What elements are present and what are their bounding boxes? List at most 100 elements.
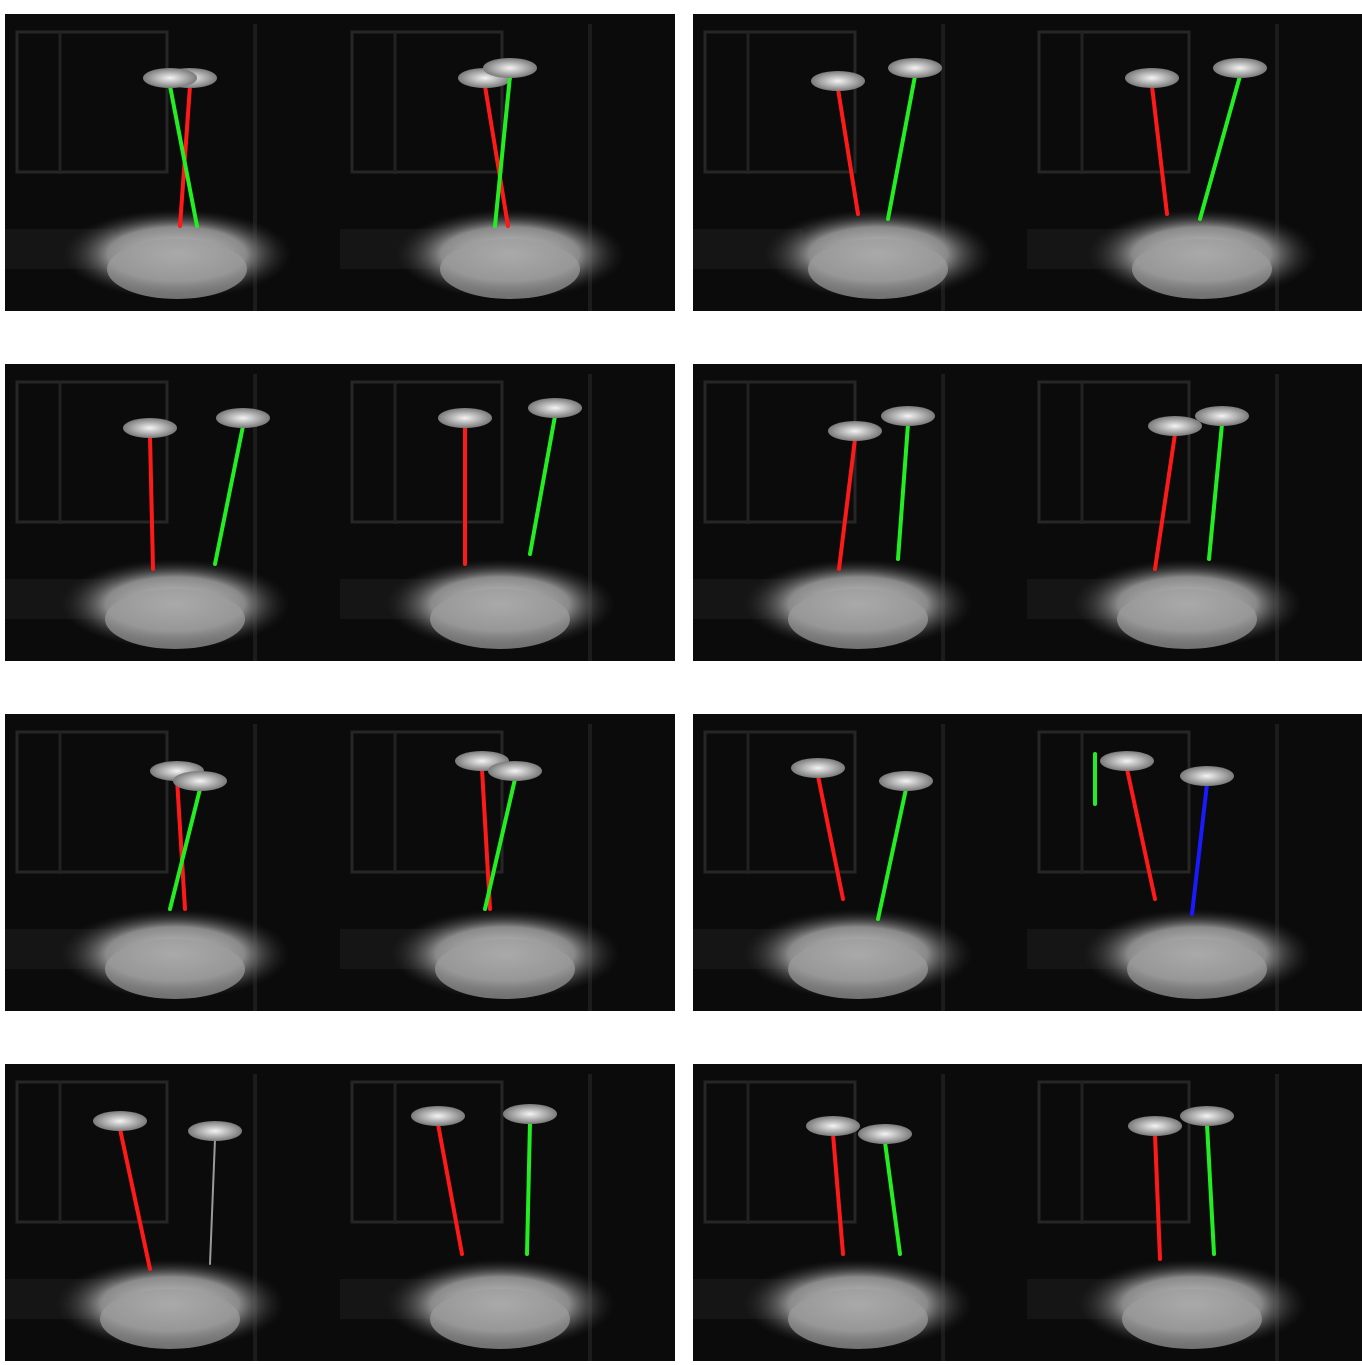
foliage — [788, 589, 928, 649]
foliage — [1117, 589, 1257, 649]
photo-panel — [693, 1064, 1028, 1361]
stem-annotation — [837, 437, 857, 571]
window-frame — [15, 30, 169, 174]
foliage — [430, 1289, 570, 1349]
flower — [528, 398, 582, 418]
foliage — [100, 1289, 240, 1349]
photo-panel — [1027, 14, 1362, 311]
flower — [438, 408, 492, 428]
stem-annotation — [886, 74, 917, 221]
photo-panel — [5, 714, 340, 1011]
flower — [1180, 1106, 1234, 1126]
stem-annotation — [168, 787, 202, 911]
window-frame — [350, 1080, 504, 1224]
flower — [828, 421, 882, 441]
flower — [1128, 1116, 1182, 1136]
photo-panel — [1027, 714, 1362, 1011]
flower — [1148, 416, 1202, 436]
flower — [411, 1106, 465, 1126]
flower — [888, 58, 942, 78]
stem-annotation — [1198, 74, 1242, 221]
foliage — [788, 1289, 928, 1349]
stem-annotation — [118, 1127, 152, 1271]
photo-panel — [693, 714, 1028, 1011]
foliage — [435, 939, 575, 999]
stem-annotation — [883, 1140, 902, 1256]
stem-annotation — [483, 84, 510, 228]
stem-annotation — [213, 424, 245, 566]
foliage — [1132, 239, 1272, 299]
window-frame — [1037, 1080, 1191, 1224]
stem-annotation — [493, 74, 512, 228]
photo-panel — [340, 14, 675, 311]
stem-annotation — [1153, 1132, 1162, 1261]
window-frame — [15, 380, 169, 524]
flower — [173, 771, 227, 791]
stem-annotation — [483, 777, 517, 911]
flower — [488, 761, 542, 781]
window-frame — [1037, 730, 1191, 874]
stem-annotation — [1125, 767, 1157, 901]
stem-annotation — [876, 787, 908, 921]
window-frame — [15, 730, 169, 874]
foliage — [105, 589, 245, 649]
foliage — [808, 239, 948, 299]
photo-panel — [1027, 364, 1362, 661]
flower — [1195, 406, 1249, 426]
flower — [806, 1116, 860, 1136]
foliage — [1127, 939, 1267, 999]
photo-panel — [340, 364, 675, 661]
stem-annotation — [168, 84, 199, 228]
flower — [879, 771, 933, 791]
stem-annotation — [816, 774, 845, 901]
stem-annotation — [1190, 782, 1209, 916]
flower — [811, 71, 865, 91]
window-frame — [703, 1080, 857, 1224]
window-frame — [1037, 380, 1191, 524]
stem-annotation — [1150, 84, 1169, 216]
flower — [1125, 68, 1179, 88]
foliage — [107, 239, 247, 299]
stem-annotation — [896, 422, 910, 561]
flower — [503, 1104, 557, 1124]
window-frame — [350, 730, 504, 874]
flower — [1100, 751, 1154, 771]
window-frame — [350, 30, 504, 174]
stem-annotation — [1205, 1122, 1216, 1256]
foliage — [105, 939, 245, 999]
flower — [188, 1121, 242, 1141]
foliage — [788, 939, 928, 999]
photo-panel — [340, 714, 675, 1011]
flower — [1213, 58, 1267, 78]
stem-annotation — [209, 1138, 216, 1265]
stem-annotation — [1153, 432, 1177, 571]
flower — [216, 408, 270, 428]
window-frame — [703, 730, 857, 874]
foliage — [430, 589, 570, 649]
window-frame — [15, 1080, 169, 1224]
foliage — [440, 239, 580, 299]
photo-panel — [5, 1064, 340, 1361]
photo-panel — [5, 14, 340, 311]
photo-panel — [5, 364, 340, 661]
stem-annotation — [528, 414, 557, 556]
flower — [1180, 766, 1234, 786]
stem-annotation — [525, 1120, 532, 1256]
stem-annotation — [175, 777, 187, 911]
stem-annotation — [836, 87, 860, 216]
flower — [881, 406, 935, 426]
window-frame — [350, 380, 504, 524]
stem-annotation — [436, 1122, 464, 1256]
photo-panel — [340, 1064, 675, 1361]
flower — [123, 418, 177, 438]
flower — [483, 58, 537, 78]
flower — [93, 1111, 147, 1131]
flower — [791, 758, 845, 778]
window-frame — [703, 30, 857, 174]
flower — [858, 1124, 912, 1144]
stem-annotation — [1207, 422, 1224, 561]
window-frame — [1037, 30, 1191, 174]
photo-panel — [693, 14, 1028, 311]
